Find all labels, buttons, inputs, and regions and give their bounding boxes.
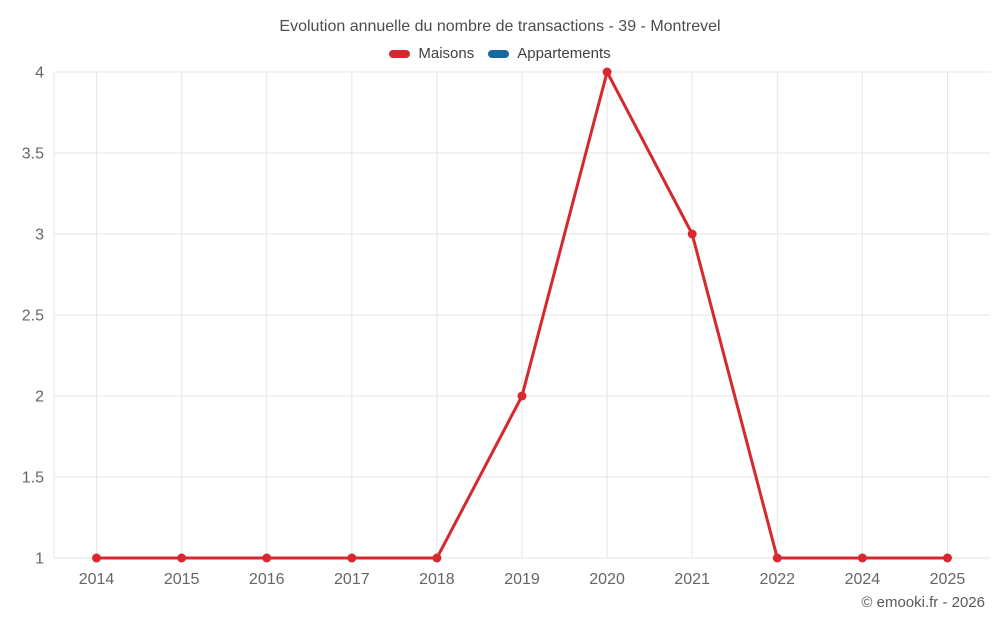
x-tick-label: 2018 (419, 571, 455, 588)
legend-swatch-appartements (488, 49, 510, 58)
data-point-maisons-2014[interactable] (92, 553, 102, 563)
x-tick-label: 2015 (164, 571, 200, 588)
y-tick-label: 4 (35, 65, 44, 82)
y-tick-label: 1 (35, 551, 44, 568)
x-tick-label: 2020 (589, 571, 625, 588)
x-tick-label: 2025 (930, 571, 966, 588)
data-point-maisons-2016[interactable] (262, 553, 272, 563)
legend-item-maisons[interactable]: Maisons (389, 45, 474, 62)
data-point-maisons-2024[interactable] (857, 553, 867, 563)
y-tick-label: 3.5 (22, 146, 44, 163)
series-maisons (92, 67, 952, 563)
copyright-text: © emooki.fr - 2026 (861, 594, 985, 611)
data-point-maisons-2017[interactable] (347, 553, 357, 563)
legend-swatch-maisons (389, 49, 411, 58)
legend-label: Appartements (517, 45, 611, 62)
chart-legend: Maisons Appartements (0, 45, 1000, 62)
x-tick-label: 2014 (79, 571, 115, 588)
legend-label: Maisons (418, 45, 475, 62)
grid-lines (53, 71, 990, 559)
data-point-maisons-2025[interactable] (942, 553, 952, 563)
x-tick-label: 2016 (249, 571, 285, 588)
x-axis-labels: 2014 2015 2016 2017 2018 2019 2020 2021 2022 2024… (79, 571, 966, 588)
data-point-maisons-2020[interactable] (602, 67, 612, 77)
data-point-maisons-2015[interactable] (177, 553, 187, 563)
data-point-maisons-2021[interactable] (687, 229, 697, 239)
y-tick-label: 1.5 (22, 470, 44, 487)
x-tick-label: 2019 (504, 571, 540, 588)
y-tick-label: 2 (35, 389, 44, 406)
data-point-maisons-2019[interactable] (517, 391, 527, 401)
chart-title: Evolution annuelle du nombre de transact… (279, 18, 721, 35)
y-tick-label: 2.5 (22, 308, 44, 325)
legend-item-appartements[interactable]: Appartements (488, 45, 611, 62)
y-axis-labels: 1 1.5 2 2.5 3 3.5 4 (22, 65, 44, 568)
y-tick-label: 3 (35, 227, 44, 244)
data-point-maisons-2022[interactable] (772, 553, 782, 563)
x-tick-label: 2022 (759, 571, 795, 588)
x-tick-label: 2024 (845, 571, 881, 588)
data-point-maisons-2018[interactable] (432, 553, 442, 563)
x-tick-label: 2021 (674, 571, 710, 588)
x-tick-label: 2017 (334, 571, 370, 588)
